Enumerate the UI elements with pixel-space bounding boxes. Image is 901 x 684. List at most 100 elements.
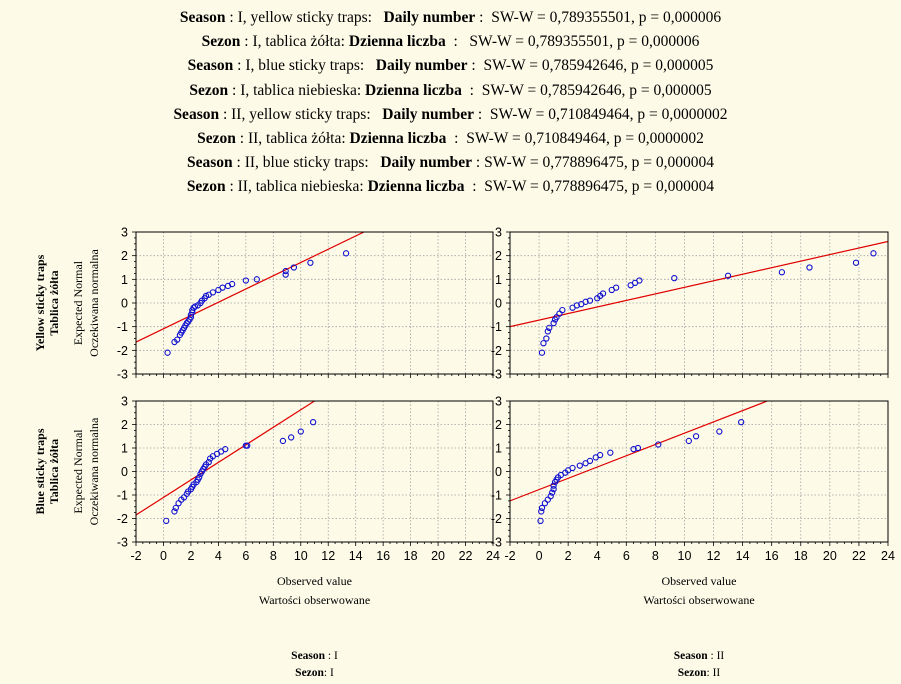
data-point xyxy=(544,328,551,335)
panel-0-0: 3 2 1 0 -1 -2 -3 xyxy=(117,226,494,382)
stat-line-result: : SW-W = 0,710849464, p = 0,0000002 xyxy=(446,130,704,148)
stat-line-result: : SW-W = 0,778896475, p = 0,000004 xyxy=(464,178,715,196)
y-tick-label: -3 xyxy=(117,368,128,382)
y-tick-label: 3 xyxy=(495,226,502,240)
x-tick-label: 22 xyxy=(852,549,866,563)
data-point xyxy=(550,485,557,493)
data-point xyxy=(630,446,637,453)
stat-line: Sezon : II, tablica niebieska: Dzienna l… xyxy=(0,175,901,199)
column-label-value: : I xyxy=(325,650,338,662)
panel-frame xyxy=(135,400,494,543)
y-tick-label: 2 xyxy=(121,418,128,432)
stat-line-result: : SW-W = 0,785942646, p = 0,000005 xyxy=(467,57,714,75)
stat-line: Sezon : II, tablica żółta: Dzienna liczb… xyxy=(0,127,901,151)
y-tick-label: 0 xyxy=(495,297,502,311)
x-tick-label: 18 xyxy=(794,549,808,563)
data-point xyxy=(538,349,546,356)
y-tick-label: -2 xyxy=(491,344,502,358)
y-tick-label: -1 xyxy=(117,320,128,334)
y-axis-label: Expected Normal xyxy=(71,429,85,514)
data-point xyxy=(222,446,229,453)
x-axis-label: Observed value xyxy=(277,574,352,588)
y-tick-label: 1 xyxy=(121,442,128,456)
y-tick-label: -3 xyxy=(491,536,502,550)
data-point xyxy=(550,319,557,327)
data-point xyxy=(538,504,546,512)
data-point xyxy=(692,433,700,440)
column-label: Sezon: II xyxy=(678,667,721,679)
data-point xyxy=(205,458,212,466)
data-point xyxy=(559,306,566,314)
y-tick-label: -1 xyxy=(491,489,502,503)
data-point xyxy=(297,428,304,435)
y-tick-label: 1 xyxy=(495,273,502,287)
y-tick-label: -1 xyxy=(491,320,502,334)
stat-line-variable: Daily number xyxy=(375,57,468,75)
y-tick-label: 0 xyxy=(121,465,128,479)
row-label: Blue sticky traps xyxy=(33,428,47,514)
data-point xyxy=(549,489,556,496)
data-point xyxy=(607,449,614,456)
data-point xyxy=(573,302,581,309)
stat-line-result: : SW-W = 0,785942646, p = 0,000005 xyxy=(461,81,712,99)
data-point xyxy=(307,259,314,266)
data-point xyxy=(852,259,860,266)
y-tick-label: -2 xyxy=(117,512,128,526)
data-point xyxy=(282,267,289,275)
data-point xyxy=(537,517,544,524)
x-axis-label: Wartości obserwowane xyxy=(643,593,754,607)
x-tick-label: 6 xyxy=(623,549,630,563)
row-label: Tablica żółta xyxy=(47,439,61,504)
data-point xyxy=(546,324,553,331)
y-tick-label: 2 xyxy=(495,418,502,432)
data-point xyxy=(586,457,594,465)
y-axis-label: Expected Normal xyxy=(71,260,85,345)
stat-line-factor: Season xyxy=(187,57,234,75)
stat-line-factor: Sezon xyxy=(189,81,229,99)
stat-line-variable: Daily number xyxy=(380,154,473,172)
stat-line-variable: Daily number xyxy=(382,105,474,123)
x-tick-label: 24 xyxy=(486,549,500,563)
x-tick-label: 0 xyxy=(160,549,167,563)
data-point xyxy=(282,271,289,278)
panel-frame xyxy=(509,400,889,543)
y-tick-label: 1 xyxy=(495,442,502,456)
data-point xyxy=(569,464,576,472)
y-tick-label: -2 xyxy=(491,512,502,526)
data-point xyxy=(596,451,604,459)
data-point xyxy=(634,444,642,452)
fit-line xyxy=(136,401,315,516)
data-point xyxy=(612,284,620,291)
column-label-value: : II xyxy=(707,667,721,679)
column-label-value: : II xyxy=(708,650,725,662)
y-tick-label: 3 xyxy=(121,395,128,409)
data-point xyxy=(870,250,877,257)
data-point xyxy=(576,462,583,469)
stat-line-variable: Dzienna liczba xyxy=(348,33,446,51)
row-label: Yellow sticky traps xyxy=(33,254,47,351)
x-tick-label: 20 xyxy=(823,549,837,563)
column-label-value: : I xyxy=(324,667,334,679)
data-point xyxy=(685,437,692,445)
column-label: Season : I xyxy=(291,650,338,662)
fit-line xyxy=(136,232,365,343)
stat-line-variable: Dzienna liczba xyxy=(365,81,462,99)
stat-line-factor: Season xyxy=(173,105,220,123)
stat-line-group: : I, blue sticky traps: xyxy=(233,57,376,75)
data-point xyxy=(540,340,547,347)
data-point xyxy=(550,482,557,489)
stat-line-result: : SW-W = 0,789355501, p = 0,000006 xyxy=(445,33,700,51)
stat-line-result: : SW-W = 0,710849464, p = 0,0000002 xyxy=(473,105,728,123)
x-tick-label: 18 xyxy=(404,549,418,563)
data-point xyxy=(279,437,287,445)
stat-line-variable: Daily number xyxy=(383,9,476,26)
column-label-key: Sezon xyxy=(678,667,707,679)
x-tick-label: 16 xyxy=(765,549,779,563)
data-point xyxy=(174,336,181,343)
stat-line: Season : II, blue sticky traps: Daily nu… xyxy=(0,151,901,175)
x-tick-label: 2 xyxy=(187,549,194,563)
data-point xyxy=(543,335,550,342)
data-point xyxy=(538,508,545,515)
